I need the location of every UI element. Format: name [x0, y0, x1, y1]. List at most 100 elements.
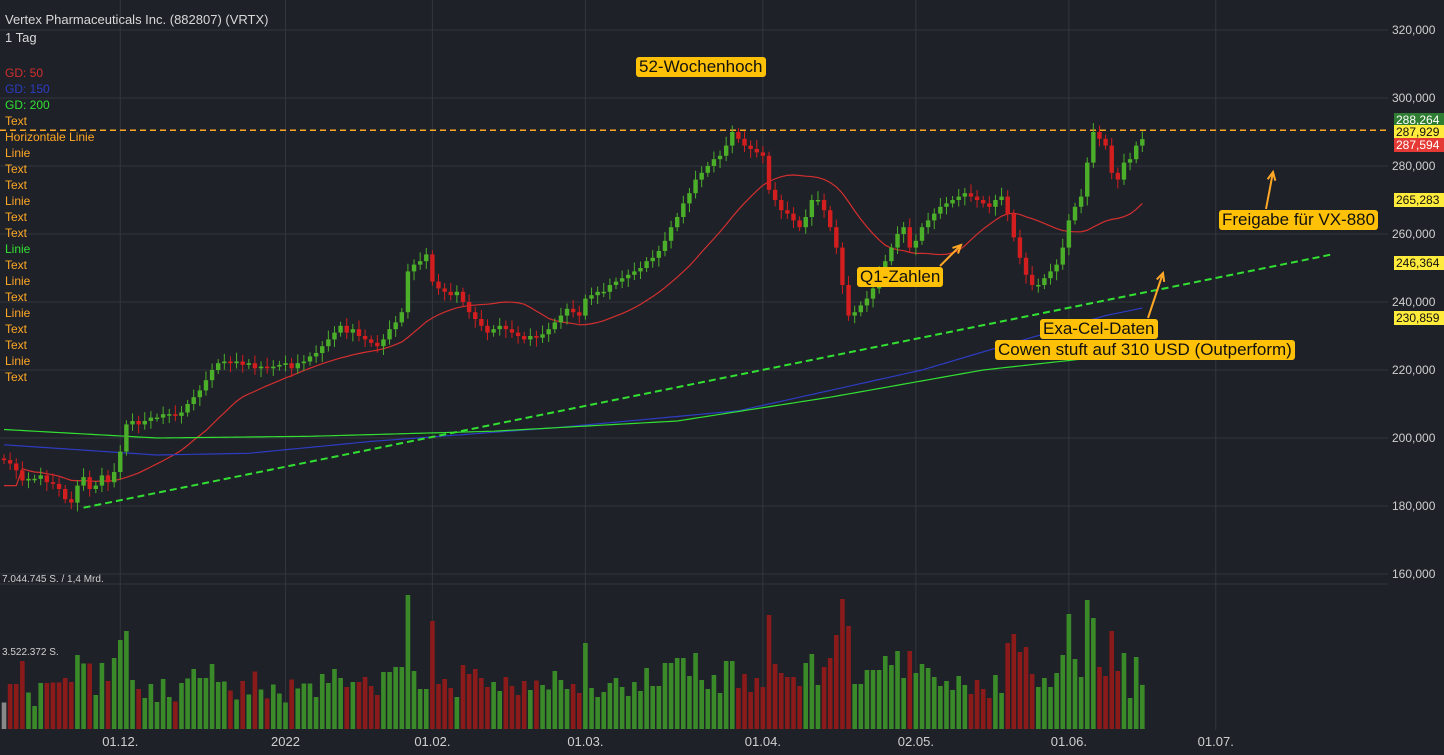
volume-bar: [907, 651, 913, 729]
volume-bar: [944, 681, 949, 729]
volume-bar: [1127, 698, 1133, 729]
candle-body: [167, 414, 172, 416]
legend-item[interactable]: Linie: [5, 146, 31, 160]
candle-body: [779, 200, 784, 211]
candle-body: [1, 458, 7, 461]
candle-body: [173, 414, 178, 416]
candle-body: [105, 475, 111, 483]
legend-item[interactable]: Horizontale Linie: [5, 130, 95, 144]
candle-body: [14, 463, 19, 471]
arrow-exacel-head: [1156, 270, 1166, 283]
candle-body: [271, 366, 276, 369]
candle-body: [332, 332, 337, 340]
volume-bar: [417, 689, 423, 729]
candle-body: [405, 271, 411, 313]
volume-bar: [375, 695, 380, 729]
volume-bar: [111, 658, 117, 729]
candle-body: [736, 132, 741, 139]
volume-bar: [1005, 643, 1010, 729]
volume-bar: [656, 686, 662, 729]
candle-body: [307, 356, 313, 362]
candle-body: [118, 451, 123, 472]
legend-item[interactable]: Linie: [5, 242, 31, 256]
candlesticks: [1, 123, 1145, 512]
price-tag: [1394, 311, 1444, 325]
annotation-52-week-high[interactable]: 52-Wochenhoch: [636, 57, 766, 77]
annotation-q1-results[interactable]: Q1-Zahlen: [857, 267, 944, 287]
volume-bar: [681, 658, 686, 729]
legend-item[interactable]: Linie: [5, 194, 31, 208]
volume-bar: [509, 686, 515, 729]
y-tick-label: 200,000: [1392, 431, 1436, 445]
volume-bar: [289, 679, 294, 729]
candle-body: [613, 281, 619, 285]
volume-bar: [882, 656, 888, 729]
volume-bar: [785, 677, 790, 729]
candle-body: [38, 475, 43, 479]
volume-bar: [558, 680, 564, 729]
legend-item[interactable]: Text: [5, 258, 28, 272]
chart-period[interactable]: 1 Tag: [5, 30, 37, 45]
volume-bar: [564, 689, 570, 729]
candle-body: [142, 421, 147, 425]
legend-item[interactable]: Text: [5, 162, 28, 176]
annotation-exa-cel[interactable]: Exa-Cel-Daten: [1040, 319, 1158, 339]
candle-body: [662, 240, 668, 251]
candle-body: [583, 298, 588, 316]
candle-body: [320, 346, 325, 353]
candle-body: [1078, 196, 1084, 207]
volume-bar: [124, 631, 129, 729]
legend-item[interactable]: Linie: [5, 306, 31, 320]
legend-item[interactable]: Linie: [5, 274, 31, 288]
volume-bar: [778, 673, 784, 729]
price-tag: [1394, 125, 1444, 139]
legend-item[interactable]: Text: [5, 322, 28, 336]
volume-bar: [515, 695, 521, 729]
legend-item[interactable]: Text: [5, 178, 28, 192]
volume-bar: [442, 679, 447, 729]
volume-bars: [1, 595, 1145, 729]
candle-body: [252, 363, 258, 369]
legend-item[interactable]: Text: [5, 290, 28, 304]
volume-bar: [931, 677, 937, 729]
legend-item[interactable]: Text: [5, 338, 28, 352]
price-tag-label: 288,264: [1396, 113, 1440, 127]
annotation-cowen[interactable]: Cowen stuft auf 310 USD (Outperform): [995, 340, 1295, 360]
ma200-line: [3, 351, 1143, 439]
legend-item[interactable]: Text: [5, 114, 28, 128]
volume-bar: [228, 690, 233, 729]
legend-item[interactable]: Text: [5, 370, 28, 384]
volume-bar: [117, 640, 123, 729]
legend-item[interactable]: Text: [5, 226, 28, 240]
legend-item[interactable]: GD: 200: [5, 98, 50, 112]
candle-body: [595, 291, 600, 296]
volume-bar: [105, 681, 111, 729]
volume-bar: [748, 692, 753, 729]
volume-bar: [209, 664, 215, 729]
candle-body: [1134, 145, 1139, 160]
legend-item[interactable]: GD: 50: [5, 66, 44, 80]
candle-body: [124, 424, 129, 452]
candle-body: [693, 179, 698, 194]
candle-body: [656, 251, 662, 258]
legend-item[interactable]: Linie: [5, 354, 31, 368]
candle-body: [938, 206, 943, 214]
candle-body: [417, 261, 423, 265]
candle-body: [111, 472, 117, 483]
volume-bar: [1054, 673, 1059, 729]
candle-body: [895, 234, 900, 248]
candle-body: [919, 227, 925, 241]
price-tag-label: 265,283: [1396, 193, 1440, 207]
volume-bar: [528, 690, 533, 729]
volume-bar: [576, 693, 582, 729]
candle-body: [1036, 285, 1041, 287]
annotation-vx880[interactable]: Freigabe für VX-880: [1219, 210, 1379, 230]
candle-body: [258, 366, 264, 369]
candle-body: [785, 210, 790, 214]
volume-bar: [870, 670, 876, 729]
candle-body: [44, 475, 50, 483]
legend-item[interactable]: Text: [5, 210, 28, 224]
candle-body: [1072, 206, 1078, 221]
legend-item[interactable]: GD: 150: [5, 82, 50, 96]
